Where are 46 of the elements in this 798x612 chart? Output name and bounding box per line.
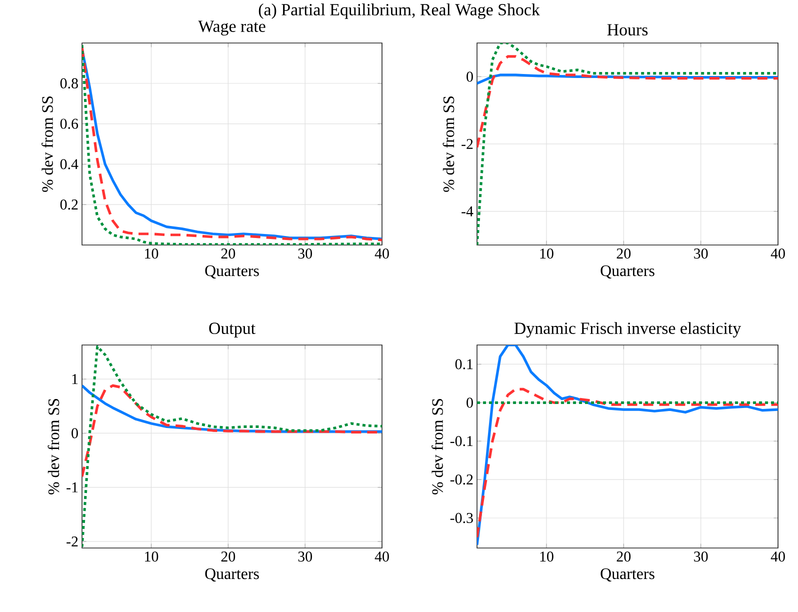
- y-tick-label: 0: [72, 428, 78, 438]
- y-tick-label: -0.1: [450, 436, 473, 446]
- y-tick-label: 0: [466, 398, 473, 408]
- y-tick-label: -0.2: [450, 474, 473, 485]
- y-tick-label: -4: [462, 206, 474, 216]
- x-tick-label: 20: [221, 248, 236, 259]
- y-axis-title: % dev from SS: [42, 96, 53, 192]
- line-series: [477, 344, 778, 546]
- x-tick-label: 10: [145, 248, 158, 259]
- y-tick-label: 0.8: [60, 78, 78, 88]
- x-tick-label: 30: [694, 248, 708, 259]
- chart-title: Wage rate: [198, 20, 266, 36]
- x-tick-label: 40: [374, 552, 389, 562]
- chart-title: Dynamic Frisch inverse elasticity: [514, 322, 742, 338]
- y-tick-label: -2: [462, 139, 473, 149]
- y-tick-label: 1: [72, 374, 78, 384]
- x-tick-label: 40: [770, 552, 785, 562]
- x-tick-label: 40: [770, 248, 785, 259]
- chart-title: Output: [209, 322, 256, 338]
- x-tick-label: 30: [298, 248, 312, 259]
- x-tick-label: 10: [540, 552, 554, 562]
- chart-title: Hours: [607, 24, 648, 36]
- y-tick-label: 0.4: [60, 159, 78, 170]
- y-tick-label: 0.1: [455, 359, 473, 370]
- x-tick-label: 20: [616, 552, 631, 562]
- x-axis-title: Quarters: [600, 265, 654, 279]
- x-tick-label: 10: [145, 552, 158, 562]
- y-axis-title: % dev from SS: [48, 399, 60, 494]
- y-axis-title: % dev from SS: [432, 399, 443, 494]
- y-tick-label: -1: [66, 482, 78, 492]
- y-axis-title: % dev from SS: [442, 96, 454, 192]
- x-axis-title: Quarters: [205, 568, 259, 582]
- x-axis-title: Quarters: [205, 265, 259, 279]
- x-axis-title: Quarters: [600, 568, 654, 582]
- y-tick-label: 0.6: [60, 118, 78, 129]
- x-tick-label: 40: [374, 248, 389, 259]
- x-tick-label: 20: [616, 248, 631, 259]
- x-tick-label: 30: [694, 552, 708, 562]
- y-tick-label: -2: [66, 536, 78, 546]
- y-tick-label: 0.2: [60, 200, 78, 210]
- x-tick-label: 20: [221, 552, 236, 562]
- x-tick-label: 10: [540, 248, 554, 259]
- x-tick-label: 30: [298, 552, 312, 562]
- text: (a) Partial Equilibrium, Real Wage Shock: [258, 4, 540, 19]
- y-tick-label: -0.3: [450, 512, 473, 524]
- y-tick-label: 0: [466, 72, 473, 82]
